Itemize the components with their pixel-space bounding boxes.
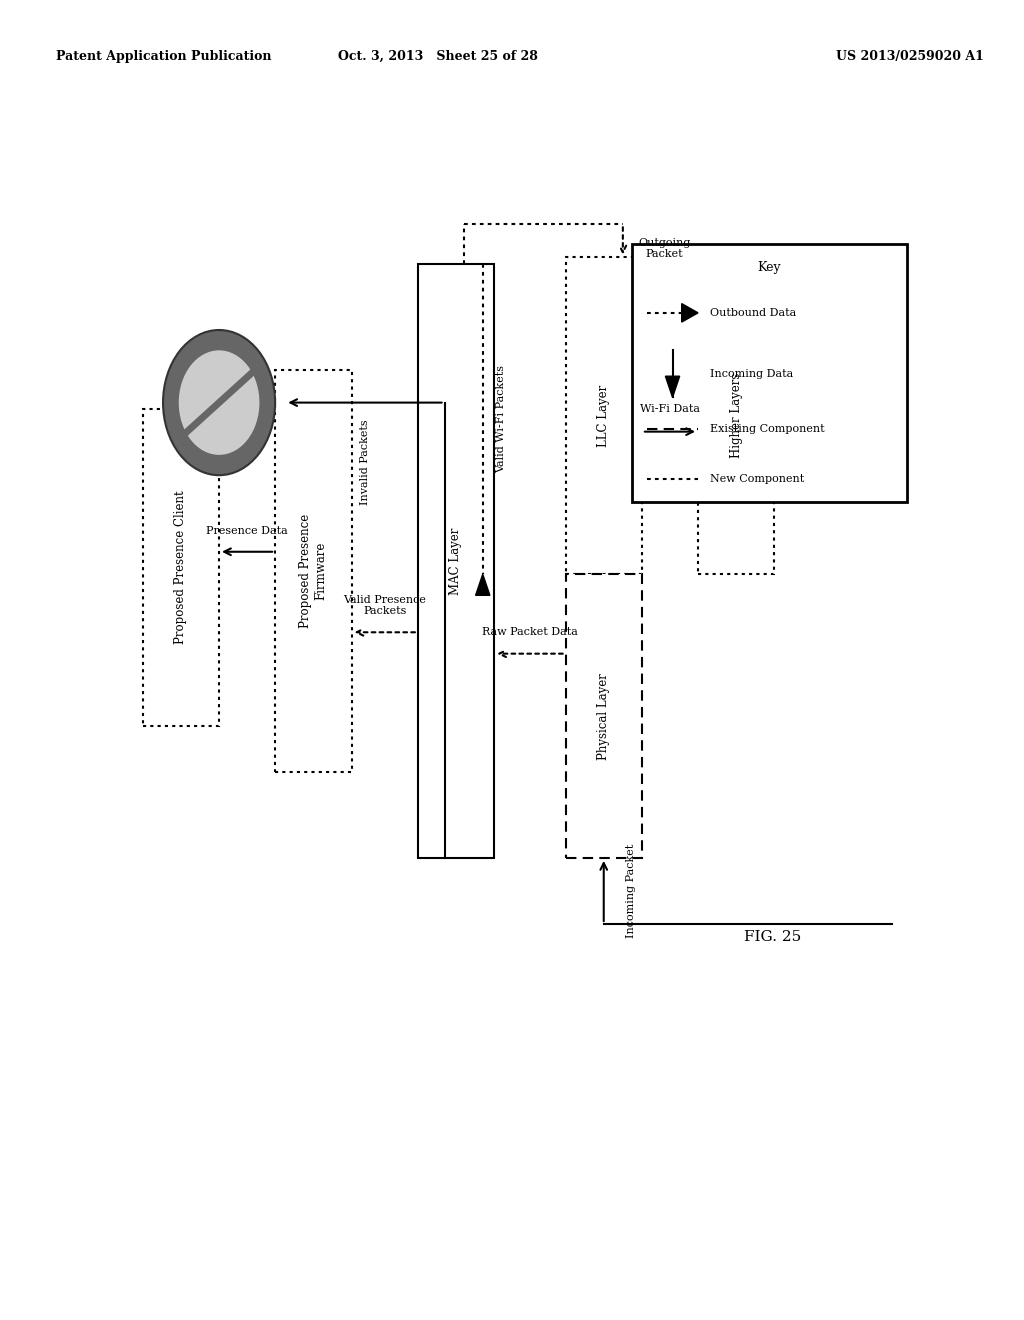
Text: Valid Presence
Packets: Valid Presence Packets [343, 595, 426, 616]
Text: Existing Component: Existing Component [711, 424, 825, 434]
Text: Presence Data: Presence Data [206, 525, 288, 536]
Text: FIG. 25: FIG. 25 [743, 929, 801, 944]
Text: Proposed Presence Client: Proposed Presence Client [174, 491, 187, 644]
Bar [142, 409, 219, 726]
Text: Invalid Packets: Invalid Packets [359, 420, 370, 506]
Text: Raw Packet Data: Raw Packet Data [482, 627, 578, 636]
Bar [565, 257, 642, 574]
Text: MAC Layer: MAC Layer [450, 527, 463, 595]
Polygon shape [666, 376, 680, 397]
Text: Oct. 3, 2013   Sheet 25 of 28: Oct. 3, 2013 Sheet 25 of 28 [338, 50, 538, 63]
Text: Incoming Data: Incoming Data [711, 368, 794, 379]
Bar [632, 244, 907, 502]
Text: New Component: New Component [711, 474, 805, 484]
Bar [275, 370, 351, 772]
Text: Valid Wi-Fi Packets: Valid Wi-Fi Packets [496, 366, 506, 473]
Text: Outgoing
Packet: Outgoing Packet [638, 238, 690, 259]
Text: Higher Layers: Higher Layers [730, 374, 742, 458]
Polygon shape [475, 574, 489, 595]
Text: Patent Application Publication: Patent Application Publication [56, 50, 271, 63]
Text: Wi-Fi Data: Wi-Fi Data [640, 404, 700, 414]
Text: Physical Layer: Physical Layer [597, 673, 610, 759]
Text: US 2013/0259020 A1: US 2013/0259020 A1 [836, 50, 983, 63]
Text: Incoming Packet: Incoming Packet [626, 843, 636, 939]
Bar [698, 257, 774, 574]
Bar [418, 264, 495, 858]
Text: Key: Key [758, 261, 781, 275]
Circle shape [163, 330, 275, 475]
Text: Outbound Data: Outbound Data [711, 308, 797, 318]
Polygon shape [682, 304, 698, 322]
Text: LLC Layer: LLC Layer [597, 384, 610, 447]
Bar [565, 574, 642, 858]
Circle shape [179, 350, 259, 455]
Text: Proposed Presence
Firmware: Proposed Presence Firmware [299, 513, 328, 628]
